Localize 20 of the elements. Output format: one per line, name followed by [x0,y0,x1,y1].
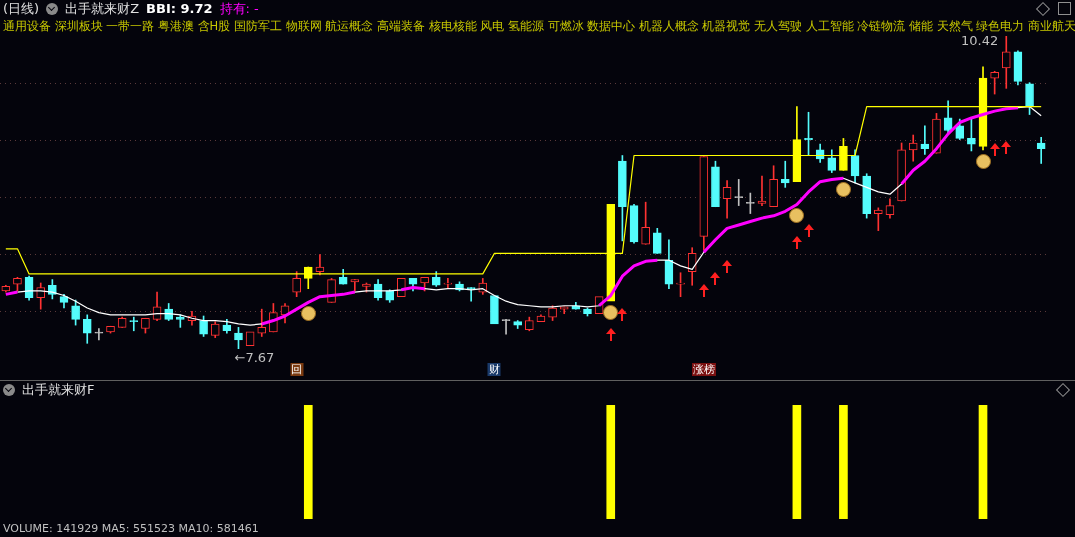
chart-subtitle: 通用设备 深圳板块 一带一路 粤港澳 含H股 国防军工 物联网 航运概念 高端装备 核电核能 风电 氢能源 可燃冰 数据中心 机器人概念 机器视觉 无人驾驶 人工智能 冷链物流 储能 天然气 绿色电力 商业航天 [3,18,1075,34]
annotation: ←7.67 [234,350,275,366]
candlestick [1036,136,1046,164]
candlestick [757,175,767,206]
candlestick [350,279,360,292]
candlestick [443,278,453,290]
chart-title: (日线) [3,1,40,17]
candlestick [490,295,499,325]
candlestick [873,207,883,231]
candlestick [94,328,104,341]
candlestick [780,160,790,188]
text: BBI: 9.72 [146,1,213,17]
text: 出手就来财Z [65,1,140,17]
chart-title: 出手就来财F [22,382,95,398]
text: VOLUME: 141929 MA5: 551523 MA10: 581461 [3,522,259,536]
text: 涨榜 [691,363,716,376]
text: 持有: - [219,1,259,17]
text: 财 [487,363,501,376]
annotation: 10.42 [961,33,999,49]
text: 回 [290,363,304,376]
